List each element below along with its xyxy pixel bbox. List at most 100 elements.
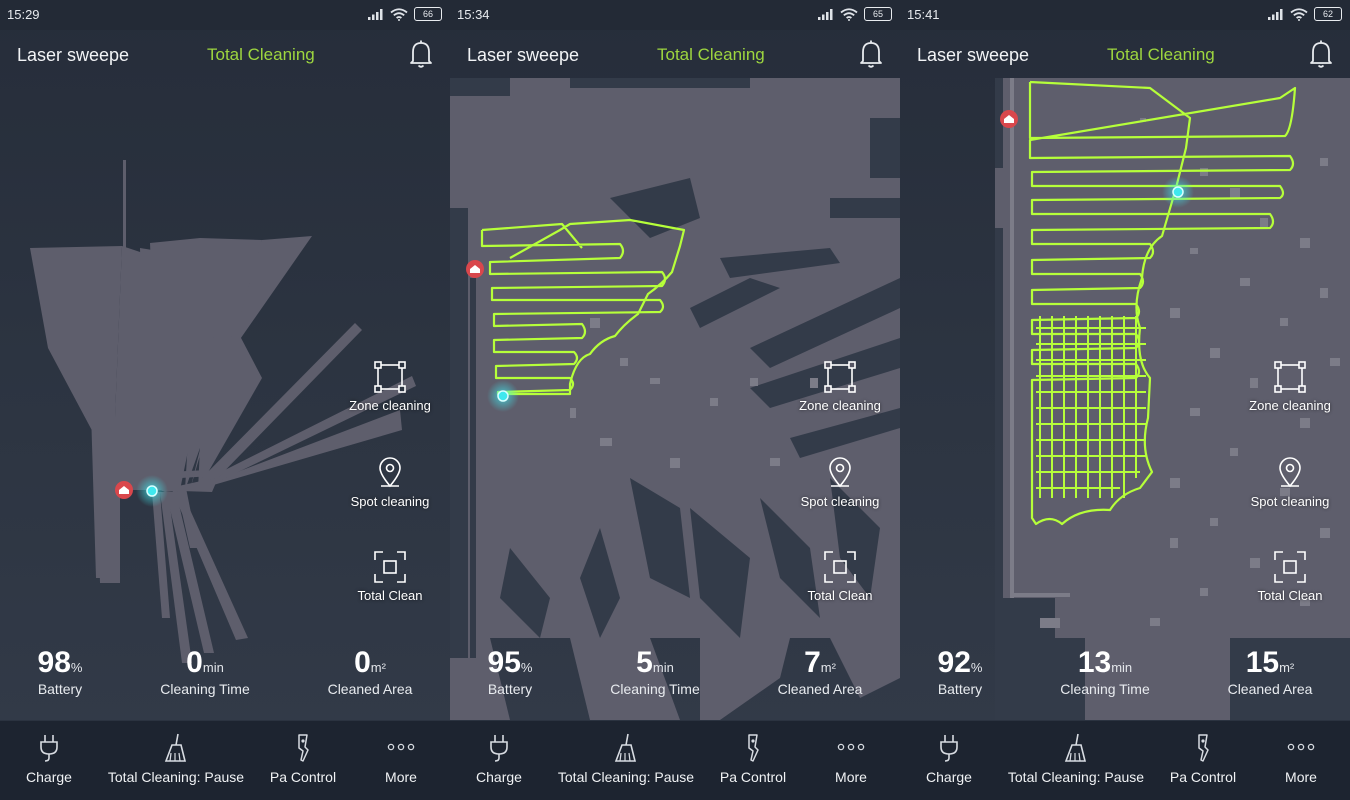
cleaned-area-unit: m² xyxy=(370,660,386,675)
total-clean-button[interactable]: Total Clean xyxy=(1235,550,1345,603)
cleaning-map[interactable] xyxy=(0,78,450,720)
battery-value: 95 xyxy=(487,646,521,679)
signal-icon xyxy=(368,9,383,20)
plug-icon xyxy=(940,735,958,762)
battery-indicator: 62 xyxy=(1314,7,1342,21)
spot-cleaning-label: Spot cleaning xyxy=(350,494,430,509)
focus-frame-icon xyxy=(374,551,406,583)
cleaning-time-unit: min xyxy=(202,660,224,675)
cleaned-area-stat: 0m² Cleaned Area xyxy=(310,646,430,697)
cleaning-mode-title: Total Cleaning xyxy=(1107,45,1215,64)
charge-label: Charge xyxy=(926,769,972,785)
charging-dock-icon xyxy=(466,260,484,278)
cleaning-time-label: Cleaning Time xyxy=(160,681,250,697)
app-bar: Laser sweepe Total Cleaning xyxy=(450,30,900,78)
total-clean-label: Total Clean xyxy=(807,588,873,603)
charge-button[interactable]: Charge xyxy=(914,733,984,785)
signal-icon xyxy=(818,9,833,20)
cleaned-area-label: Cleaned Area xyxy=(327,681,413,697)
spot-cleaning-label: Spot cleaning xyxy=(800,494,880,509)
battery-unit: % xyxy=(70,660,83,675)
cleaned-area-unit: m² xyxy=(820,660,836,675)
app-title: Laser sweepe xyxy=(917,45,1030,65)
status-time: 15:34 xyxy=(457,7,490,22)
zone-cleaning-label: Zone cleaning xyxy=(349,398,431,413)
cleaning-mode-title: Total Cleaning xyxy=(207,45,315,64)
bell-icon[interactable] xyxy=(858,39,884,69)
bell-icon[interactable] xyxy=(408,39,434,69)
more-button[interactable]: More xyxy=(1271,733,1331,785)
zone-cleaning-label: Zone cleaning xyxy=(1249,398,1331,413)
battery-label: Battery xyxy=(37,681,83,697)
cleaning-time-unit: min xyxy=(652,660,674,675)
status-icons: 62 xyxy=(1268,7,1342,21)
more-dots-icon xyxy=(387,743,415,751)
bell-icon[interactable] xyxy=(1308,39,1334,69)
app-title: Laser sweepe xyxy=(17,45,130,65)
remote-icon xyxy=(298,734,309,762)
control-label: Pa Control xyxy=(269,769,337,785)
pause-cleaning-button[interactable]: Total Cleaning: Pause xyxy=(104,733,248,785)
control-button[interactable]: Pa Control xyxy=(1163,733,1243,785)
battery-unit: % xyxy=(520,660,533,675)
zone-cleaning-button[interactable]: Zone cleaning xyxy=(335,360,445,413)
cleaned-area-label: Cleaned Area xyxy=(1227,681,1313,697)
battery-stat: 92% Battery xyxy=(920,646,1000,697)
pause-cleaning-button[interactable]: Total Cleaning: Pause xyxy=(554,733,698,785)
cleaning-map[interactable] xyxy=(450,78,900,720)
cleaned-area-value: 15 xyxy=(1245,646,1280,679)
cleaning-time-label: Cleaning Time xyxy=(610,681,700,697)
bottom-bar: Charge Total Cleaning: Pause Pa Control … xyxy=(450,720,900,800)
battery-value: 98 xyxy=(37,646,71,679)
control-button[interactable]: Pa Control xyxy=(263,733,343,785)
cleaning-map[interactable] xyxy=(900,78,1350,720)
status-bar: 15:34 65 xyxy=(450,0,900,30)
app-bar: Laser sweepe Total Cleaning xyxy=(0,30,450,78)
total-clean-label: Total Clean xyxy=(1257,588,1323,603)
wifi-icon xyxy=(390,7,408,21)
robot-position-icon xyxy=(497,390,509,402)
remote-icon xyxy=(1198,734,1209,762)
cleaning-time-stat: 0min Cleaning Time xyxy=(140,646,270,697)
cleaning-mode-title: Total Cleaning xyxy=(657,45,765,64)
cleaning-time-value: 13 xyxy=(1077,646,1112,679)
charging-dock-icon xyxy=(115,481,133,499)
zone-cleaning-button[interactable]: Zone cleaning xyxy=(785,360,895,413)
charge-button[interactable]: Charge xyxy=(14,733,84,785)
cleaning-time-stat: 13min Cleaning Time xyxy=(1040,646,1170,697)
cleaned-path xyxy=(480,218,686,396)
broom-icon xyxy=(164,733,187,762)
more-dots-icon xyxy=(837,743,865,751)
cleaned-area-value: 0 xyxy=(354,646,371,679)
location-pin-icon xyxy=(1279,457,1301,488)
app-bar: Laser sweepe Total Cleaning xyxy=(900,30,1350,78)
zone-frame-icon xyxy=(374,361,406,393)
phone-screen-3: 15:41 62 Laser sweepe Total Cleaning xyxy=(900,0,1350,800)
total-clean-button[interactable]: Total Clean xyxy=(335,550,445,603)
pause-cleaning-button[interactable]: Total Cleaning: Pause xyxy=(1004,733,1148,785)
pause-cleaning-label: Total Cleaning: Pause xyxy=(107,769,245,785)
control-button[interactable]: Pa Control xyxy=(713,733,793,785)
more-button[interactable]: More xyxy=(821,733,881,785)
zone-cleaning-label: Zone cleaning xyxy=(799,398,881,413)
battery-indicator: 66 xyxy=(414,7,442,21)
broom-icon xyxy=(1064,733,1087,762)
total-clean-button[interactable]: Total Clean xyxy=(785,550,895,603)
scanned-area xyxy=(30,160,416,663)
focus-frame-icon xyxy=(824,551,856,583)
charge-button[interactable]: Charge xyxy=(464,733,534,785)
spot-cleaning-button[interactable]: Spot cleaning xyxy=(1235,456,1345,509)
cleaned-area-stat: 7m² Cleaned Area xyxy=(760,646,880,697)
battery-stat: 98% Battery xyxy=(20,646,100,697)
cleaning-time-unit: min xyxy=(1111,660,1133,675)
spot-cleaning-button[interactable]: Spot cleaning xyxy=(785,456,895,509)
wifi-icon xyxy=(840,7,858,21)
battery-unit: % xyxy=(970,660,983,675)
more-button[interactable]: More xyxy=(371,733,431,785)
zone-cleaning-button[interactable]: Zone cleaning xyxy=(1235,360,1345,413)
control-label: Pa Control xyxy=(719,769,787,785)
spot-cleaning-button[interactable]: Spot cleaning xyxy=(335,456,445,509)
battery-value: 92 xyxy=(937,646,971,679)
location-pin-icon xyxy=(379,457,401,488)
